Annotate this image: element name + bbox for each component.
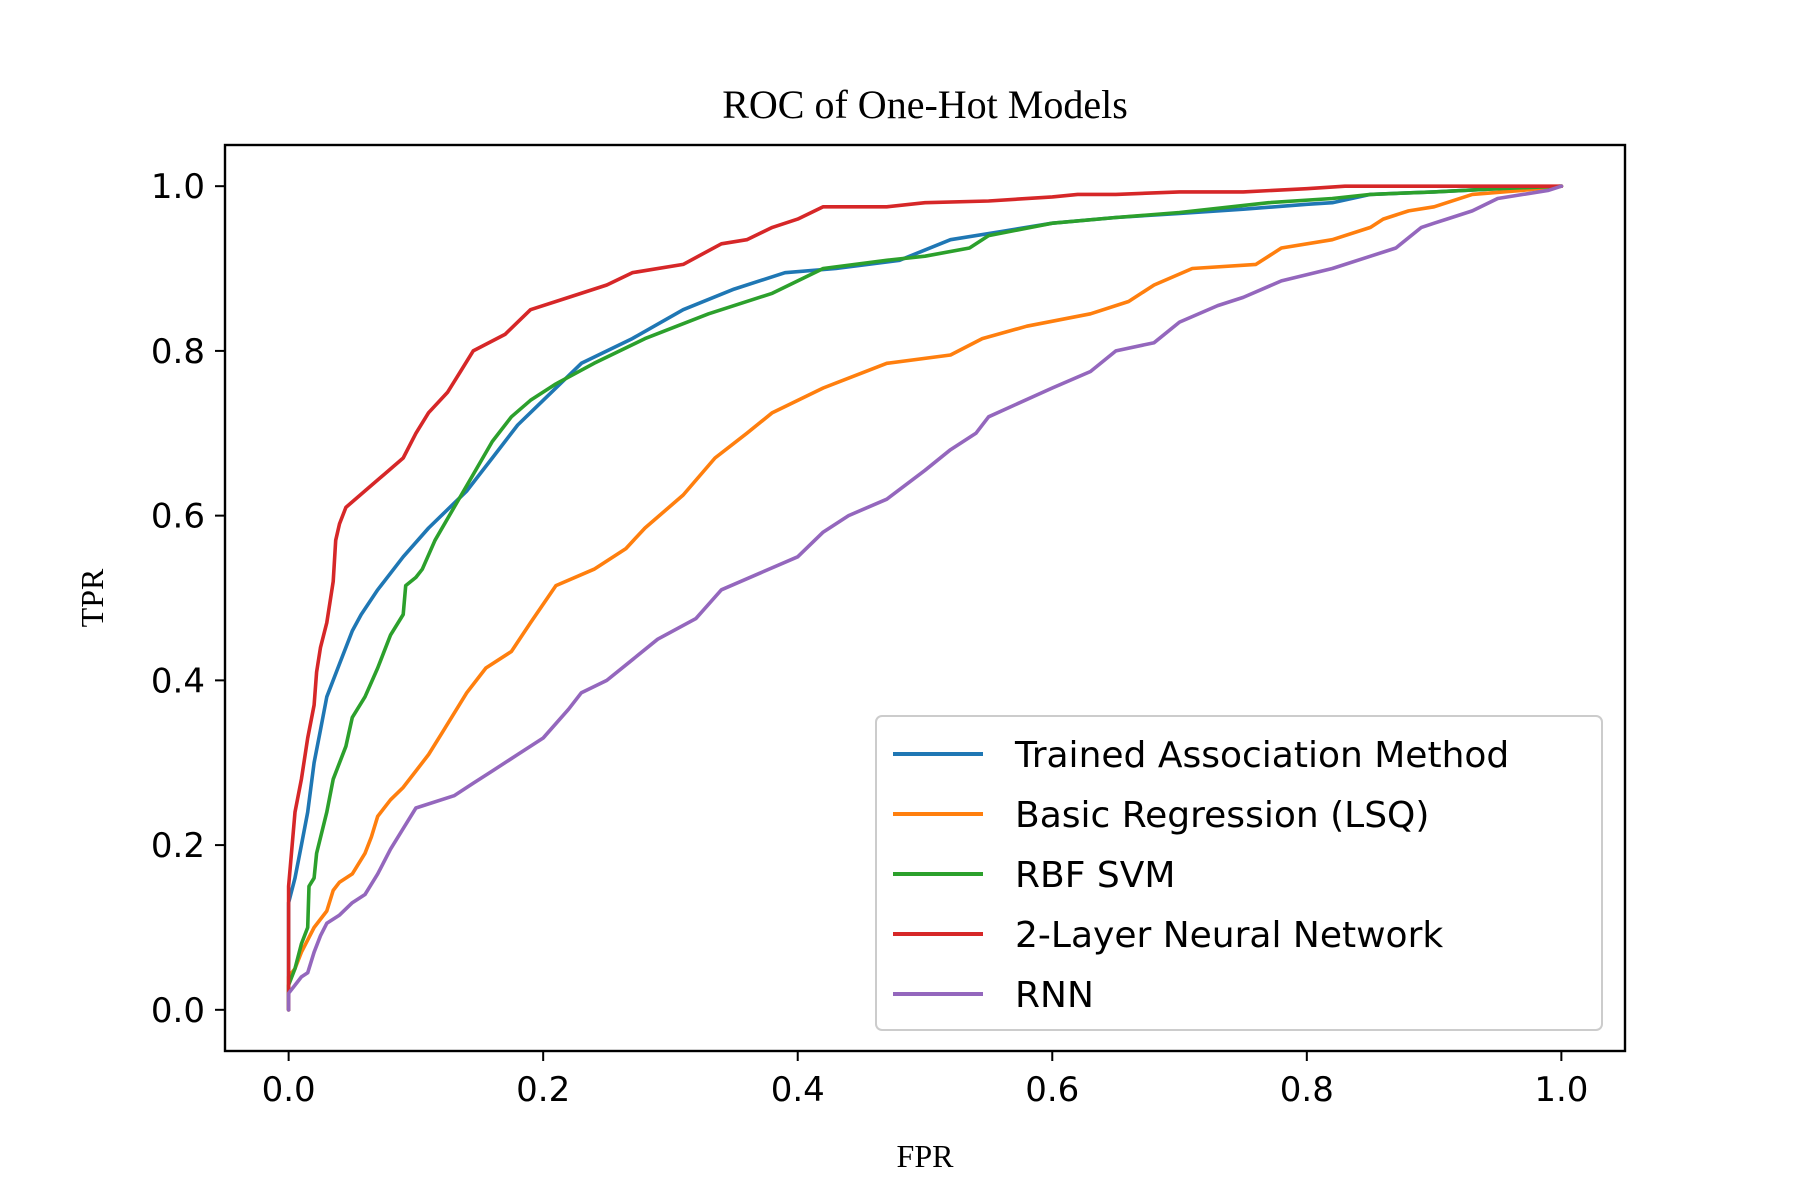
series-layer bbox=[286, 184, 1564, 1012]
legend-items: Trained Association Method Basic Regressi… bbox=[893, 735, 1509, 1016]
x-tick-label: 0.0 bbox=[262, 1070, 316, 1110]
y-tick-label: 0.6 bbox=[151, 497, 205, 537]
legend-label-2: Basic Regression (LSQ) bbox=[1015, 795, 1429, 836]
x-tick-label: 0.6 bbox=[1025, 1070, 1079, 1110]
legend-label-4: 2-Layer Neural Network bbox=[1015, 915, 1443, 956]
series-line-5 bbox=[286, 184, 1564, 1012]
y-tick-label: 0.4 bbox=[151, 661, 205, 701]
x-axis-label: FPR bbox=[897, 1138, 955, 1174]
chart-title: ROC of One-Hot Models bbox=[722, 82, 1128, 127]
y-tick-label: 0.0 bbox=[151, 991, 205, 1031]
plot-frame bbox=[223, 143, 1627, 1053]
x-axis-ticks: 0.0 0.2 0.4 0.6 0.8 1.0 bbox=[262, 1051, 1588, 1110]
series-line-1 bbox=[286, 184, 1564, 1012]
y-tick-label: 0.8 bbox=[151, 332, 205, 372]
series-line-3 bbox=[286, 184, 1564, 1012]
x-tick-label: 0.8 bbox=[1280, 1070, 1334, 1110]
x-tick-label: 0.2 bbox=[516, 1070, 570, 1110]
y-tick-label: 0.2 bbox=[151, 826, 205, 866]
y-tick-label: 1.0 bbox=[151, 167, 205, 207]
legend-label-1: Trained Association Method bbox=[1014, 735, 1509, 776]
legend-label-5: RNN bbox=[1015, 975, 1094, 1016]
y-axis-ticks: 0.0 0.2 0.4 0.6 0.8 1.0 bbox=[151, 167, 225, 1031]
x-tick-label: 0.4 bbox=[771, 1070, 825, 1110]
series-line-4 bbox=[286, 184, 1564, 1012]
y-axis-label: TPR bbox=[74, 568, 110, 627]
legend: Trained Association Method Basic Regressi… bbox=[875, 715, 1603, 1031]
x-tick-label: 1.0 bbox=[1534, 1070, 1588, 1110]
legend-box bbox=[875, 715, 1603, 1031]
series-line-2 bbox=[286, 184, 1564, 1012]
legend-label-3: RBF SVM bbox=[1015, 855, 1175, 896]
